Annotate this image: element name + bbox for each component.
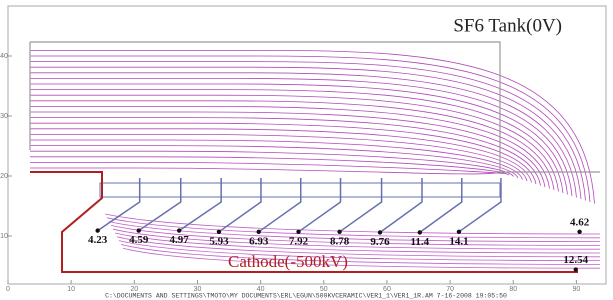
x-tick-label: 70 [446, 286, 454, 293]
electrode [299, 178, 341, 232]
point [337, 230, 341, 234]
electrode [98, 178, 140, 231]
x-tick-label: 90 [573, 286, 581, 293]
x-tick-label: 20 [130, 286, 138, 293]
field-value-label: 14.1 [449, 235, 468, 247]
x-tick-label: 60 [383, 286, 391, 293]
x-tick-label: 50 [320, 286, 328, 293]
field-value-label: 4.97 [170, 234, 190, 246]
field-value-label: 6.93 [249, 235, 269, 247]
electrode [459, 178, 501, 232]
x-tick-label: 0 [6, 286, 10, 293]
point [457, 230, 461, 234]
field-value-label: 7.92 [289, 235, 309, 247]
field-lines [30, 50, 600, 268]
point [378, 230, 382, 234]
electrode [219, 178, 261, 232]
point [418, 230, 422, 234]
electrodes [98, 178, 501, 232]
tank-label: SF6 Tank(0V) [453, 15, 562, 36]
cathode-label: Cathode(-500kV) [228, 252, 348, 271]
y-tick-label: 40 [0, 53, 8, 60]
footer: C:\DOCUMENTS AND SETTINGS\TMOTO\MY DOCUM… [105, 293, 507, 300]
field-line [30, 67, 581, 199]
field-value-label: 12.54 [563, 254, 588, 266]
field-line [30, 95, 559, 191]
point [574, 267, 578, 271]
point [137, 228, 141, 232]
field-value-label: 9.76 [370, 236, 390, 248]
chart: SF6 Tank(0V) Cathode(-500kV) C:\DOCUMENT… [0, 0, 613, 300]
electrode [259, 178, 301, 232]
y-tick-label: 20 [0, 173, 8, 180]
y-tick-label: 10 [0, 233, 8, 240]
point [577, 230, 581, 234]
electrode [179, 178, 221, 231]
x-tick-label: 30 [194, 286, 202, 293]
field-value-label: 4.59 [129, 234, 149, 246]
electrode [340, 178, 382, 232]
point [257, 230, 261, 234]
field-line [30, 129, 532, 183]
x-tick-label: 80 [509, 286, 517, 293]
point [177, 228, 181, 232]
electrode [380, 178, 422, 232]
field-value-label: 8.78 [330, 235, 350, 247]
point [95, 228, 99, 232]
y-tick-label: 30 [0, 113, 8, 120]
field-value-label: 4.23 [88, 234, 108, 246]
x-tick-label: 10 [67, 286, 75, 293]
field-value-label: 11.4 [410, 236, 429, 248]
point [296, 230, 300, 234]
point [217, 230, 221, 234]
x-tick-label: 40 [257, 286, 265, 293]
field-line [30, 123, 536, 184]
field-value-label: 5.93 [209, 235, 229, 247]
electrode [420, 178, 462, 232]
field-value-label: 4.62 [570, 216, 590, 228]
